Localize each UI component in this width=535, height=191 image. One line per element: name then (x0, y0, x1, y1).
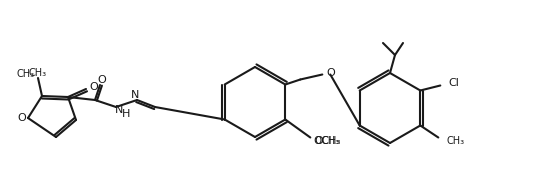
Text: N: N (131, 90, 139, 100)
Text: CH₃: CH₃ (321, 135, 339, 146)
Text: O: O (97, 75, 106, 85)
Text: O: O (18, 113, 26, 123)
Text: N: N (115, 105, 123, 115)
Text: H: H (122, 109, 130, 119)
Text: O: O (90, 82, 98, 92)
Text: CH₃: CH₃ (446, 135, 464, 146)
Text: CH₃: CH₃ (29, 68, 47, 78)
Text: Cl: Cl (448, 79, 459, 88)
Text: CH₃: CH₃ (17, 69, 35, 79)
Text: OCH₃: OCH₃ (314, 137, 341, 146)
Text: O: O (326, 69, 335, 79)
Text: O: O (314, 135, 323, 146)
